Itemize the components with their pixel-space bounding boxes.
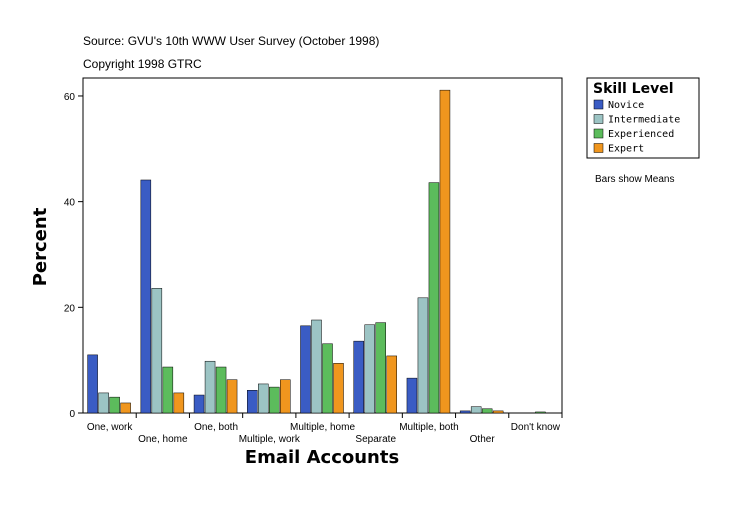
note: Bars show Means <box>595 174 674 185</box>
legend-label: Novice <box>608 100 644 111</box>
y-tick-label: 40 <box>64 198 76 209</box>
legend-title: Skill Level <box>593 81 674 97</box>
bar <box>258 383 269 414</box>
legend-swatch <box>593 99 604 110</box>
legend-label: Intermediate <box>608 115 680 126</box>
x-tick-label: One, home <box>138 434 188 445</box>
bar <box>459 410 471 414</box>
y-tick-label: 0 <box>69 409 75 420</box>
x-axis-title: Email Accounts <box>245 447 399 468</box>
x-tick-label: Separate <box>355 434 396 445</box>
bar <box>470 406 482 414</box>
x-tick-label: Multiple, home <box>290 422 355 433</box>
x-tick-label: One, work <box>87 422 134 433</box>
bar <box>269 386 280 414</box>
x-tick-label: Other <box>470 434 496 445</box>
bar <box>247 390 258 414</box>
bar <box>215 366 227 414</box>
legend-swatch <box>593 114 604 124</box>
bar <box>87 354 98 414</box>
source: Source: GVU's 10th WWW User Survey (Octo… <box>83 34 379 48</box>
y-tick-label: 60 <box>64 92 76 103</box>
bar <box>492 410 504 414</box>
bar <box>439 89 451 414</box>
y-axis-title: Percent <box>30 207 51 286</box>
bar <box>98 392 109 414</box>
bar <box>140 179 152 414</box>
legend-label: Expert <box>608 144 644 155</box>
bar <box>226 379 238 414</box>
legend-box <box>586 77 700 159</box>
bar <box>280 379 291 414</box>
bar <box>173 392 185 414</box>
bar <box>375 322 386 414</box>
bar <box>386 355 397 414</box>
bar <box>151 288 163 414</box>
bar <box>109 396 120 414</box>
copyright: Copyright 1998 GTRC <box>83 57 202 71</box>
bar <box>322 343 333 414</box>
x-tick-label: Don't know <box>511 422 561 433</box>
bar <box>417 297 429 414</box>
bar <box>428 182 440 414</box>
x-tick-label: Multiple, both <box>399 422 458 433</box>
bar <box>300 325 311 414</box>
bar <box>481 408 493 414</box>
legend-swatch <box>593 128 604 139</box>
legend-label: Experienced <box>608 129 674 140</box>
x-tick-label: One, both <box>194 422 238 433</box>
x-tick-label: Multiple, work <box>239 434 301 445</box>
y-tick-label: 20 <box>64 303 76 314</box>
bar <box>406 377 418 414</box>
bar <box>120 402 131 414</box>
bar <box>535 411 546 414</box>
bar <box>333 363 344 414</box>
bar <box>364 324 375 414</box>
bar <box>311 319 322 414</box>
bar <box>162 366 174 414</box>
legend-swatch <box>593 143 604 153</box>
bar <box>353 340 364 414</box>
bar <box>204 360 216 414</box>
bar <box>193 394 205 414</box>
